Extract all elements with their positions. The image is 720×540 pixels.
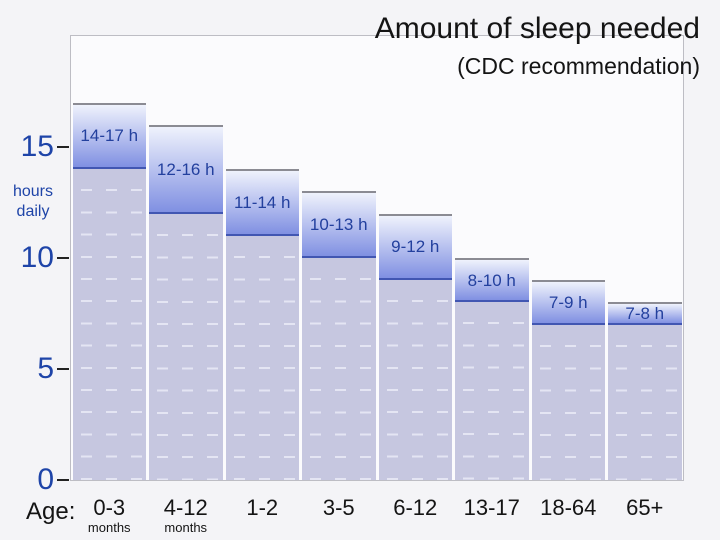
x-tick-category: 1-2 (246, 495, 279, 520)
x-tick-label-13-17: 13-17 (447, 495, 537, 520)
bar-age-6-12: 9-12 h (378, 213, 452, 480)
y-tick-label-10: 10 (20, 241, 54, 274)
bar-range-band: 9-12 h (378, 213, 452, 281)
x-tick-category: 0-3 (93, 495, 126, 520)
bar-range-label: 10-13 h (309, 215, 368, 235)
bar-body (608, 324, 682, 480)
bar-body (225, 235, 299, 480)
x-tick-category: 13-17 (463, 495, 520, 520)
bar-age-65+: 7-8 h (608, 302, 682, 480)
bar-age-1-2: 11-14 h (225, 169, 299, 480)
y-tick-mark-0 (57, 479, 69, 481)
chart-title: Amount of sleep needed (374, 12, 700, 45)
bar-body (302, 258, 376, 480)
bar-range-band: 12-16 h (149, 124, 223, 214)
bar-age-3-5: 10-13 h (302, 191, 376, 480)
x-tick-category: 18-64 (540, 495, 597, 520)
bar-range-label: 12-16 h (156, 159, 215, 179)
bar-body (72, 169, 146, 480)
y-tick-label-0: 0 (37, 463, 54, 496)
x-tick-label-6-12: 6-12 (370, 495, 460, 520)
x-tick-label-0-3: 0-3 months (64, 495, 154, 536)
bar-range-band: 7-9 h (531, 280, 605, 325)
bar-body (149, 213, 223, 480)
bar-range-label: 8-10 h (467, 270, 516, 290)
bar-range-label: 7-8 h (625, 304, 665, 323)
x-tick-category: 3-5 (322, 495, 355, 520)
bar-range-band: 10-13 h (302, 191, 376, 258)
x-tick-category: 4-12 (163, 495, 208, 520)
bar-body (531, 324, 605, 480)
x-tick-category: 65+ (626, 495, 664, 520)
bar-age-0-3: 14-17 h (72, 102, 146, 480)
x-tick-label-65+: 65+ (600, 495, 690, 520)
y-axis-label-line1: hours (12, 183, 54, 200)
chart-titles: Amount of sleep needed (CDC recommendati… (375, 12, 700, 79)
y-tick-label-15: 15 (20, 130, 54, 163)
y-tick-label-5: 5 (37, 352, 54, 385)
x-tick-category-sub: months (87, 520, 131, 536)
bar-range-label: 14-17 h (80, 126, 139, 146)
bar-range-band: 14-17 h (72, 102, 146, 170)
x-tick-label-3-5: 3-5 (294, 495, 384, 520)
bar-range-label: 11-14 h (234, 193, 291, 212)
x-tick-category-sub: months (164, 520, 208, 536)
bar-range-band: 11-14 h (225, 169, 299, 236)
bar-range-label: 7-9 h (548, 292, 588, 312)
x-tick-label-1-2: 1-2 (217, 495, 307, 520)
bar-range-band: 7-8 h (608, 302, 682, 325)
y-tick-mark-15 (57, 146, 69, 148)
bar-age-18-64: 7-9 h (531, 280, 605, 480)
bar-body (455, 302, 529, 480)
x-tick-label-18-64: 18-64 (523, 495, 613, 520)
y-axis-label: hours daily (2, 182, 64, 222)
y-tick-mark-10 (57, 257, 69, 259)
chart-subtitle: (CDC recommendation) (457, 52, 700, 79)
bar-body (378, 280, 452, 480)
y-axis-label-line2: daily (16, 203, 50, 220)
bar-range-label: 9-12 h (391, 237, 440, 257)
x-tick-label-4-12: 4-12 months (141, 495, 231, 536)
bar-age-4-12: 12-16 h (149, 124, 223, 480)
bar-age-13-17: 8-10 h (455, 258, 529, 480)
x-tick-category: 6-12 (393, 495, 438, 520)
bar-range-band: 8-10 h (455, 258, 529, 303)
plot-area: 14-17 h 12-16 h 11-14 h 10-13 h 9-12 h 8-10 h… (70, 35, 684, 481)
y-tick-mark-5 (57, 368, 69, 370)
x-axis-title: Age: (26, 498, 76, 525)
